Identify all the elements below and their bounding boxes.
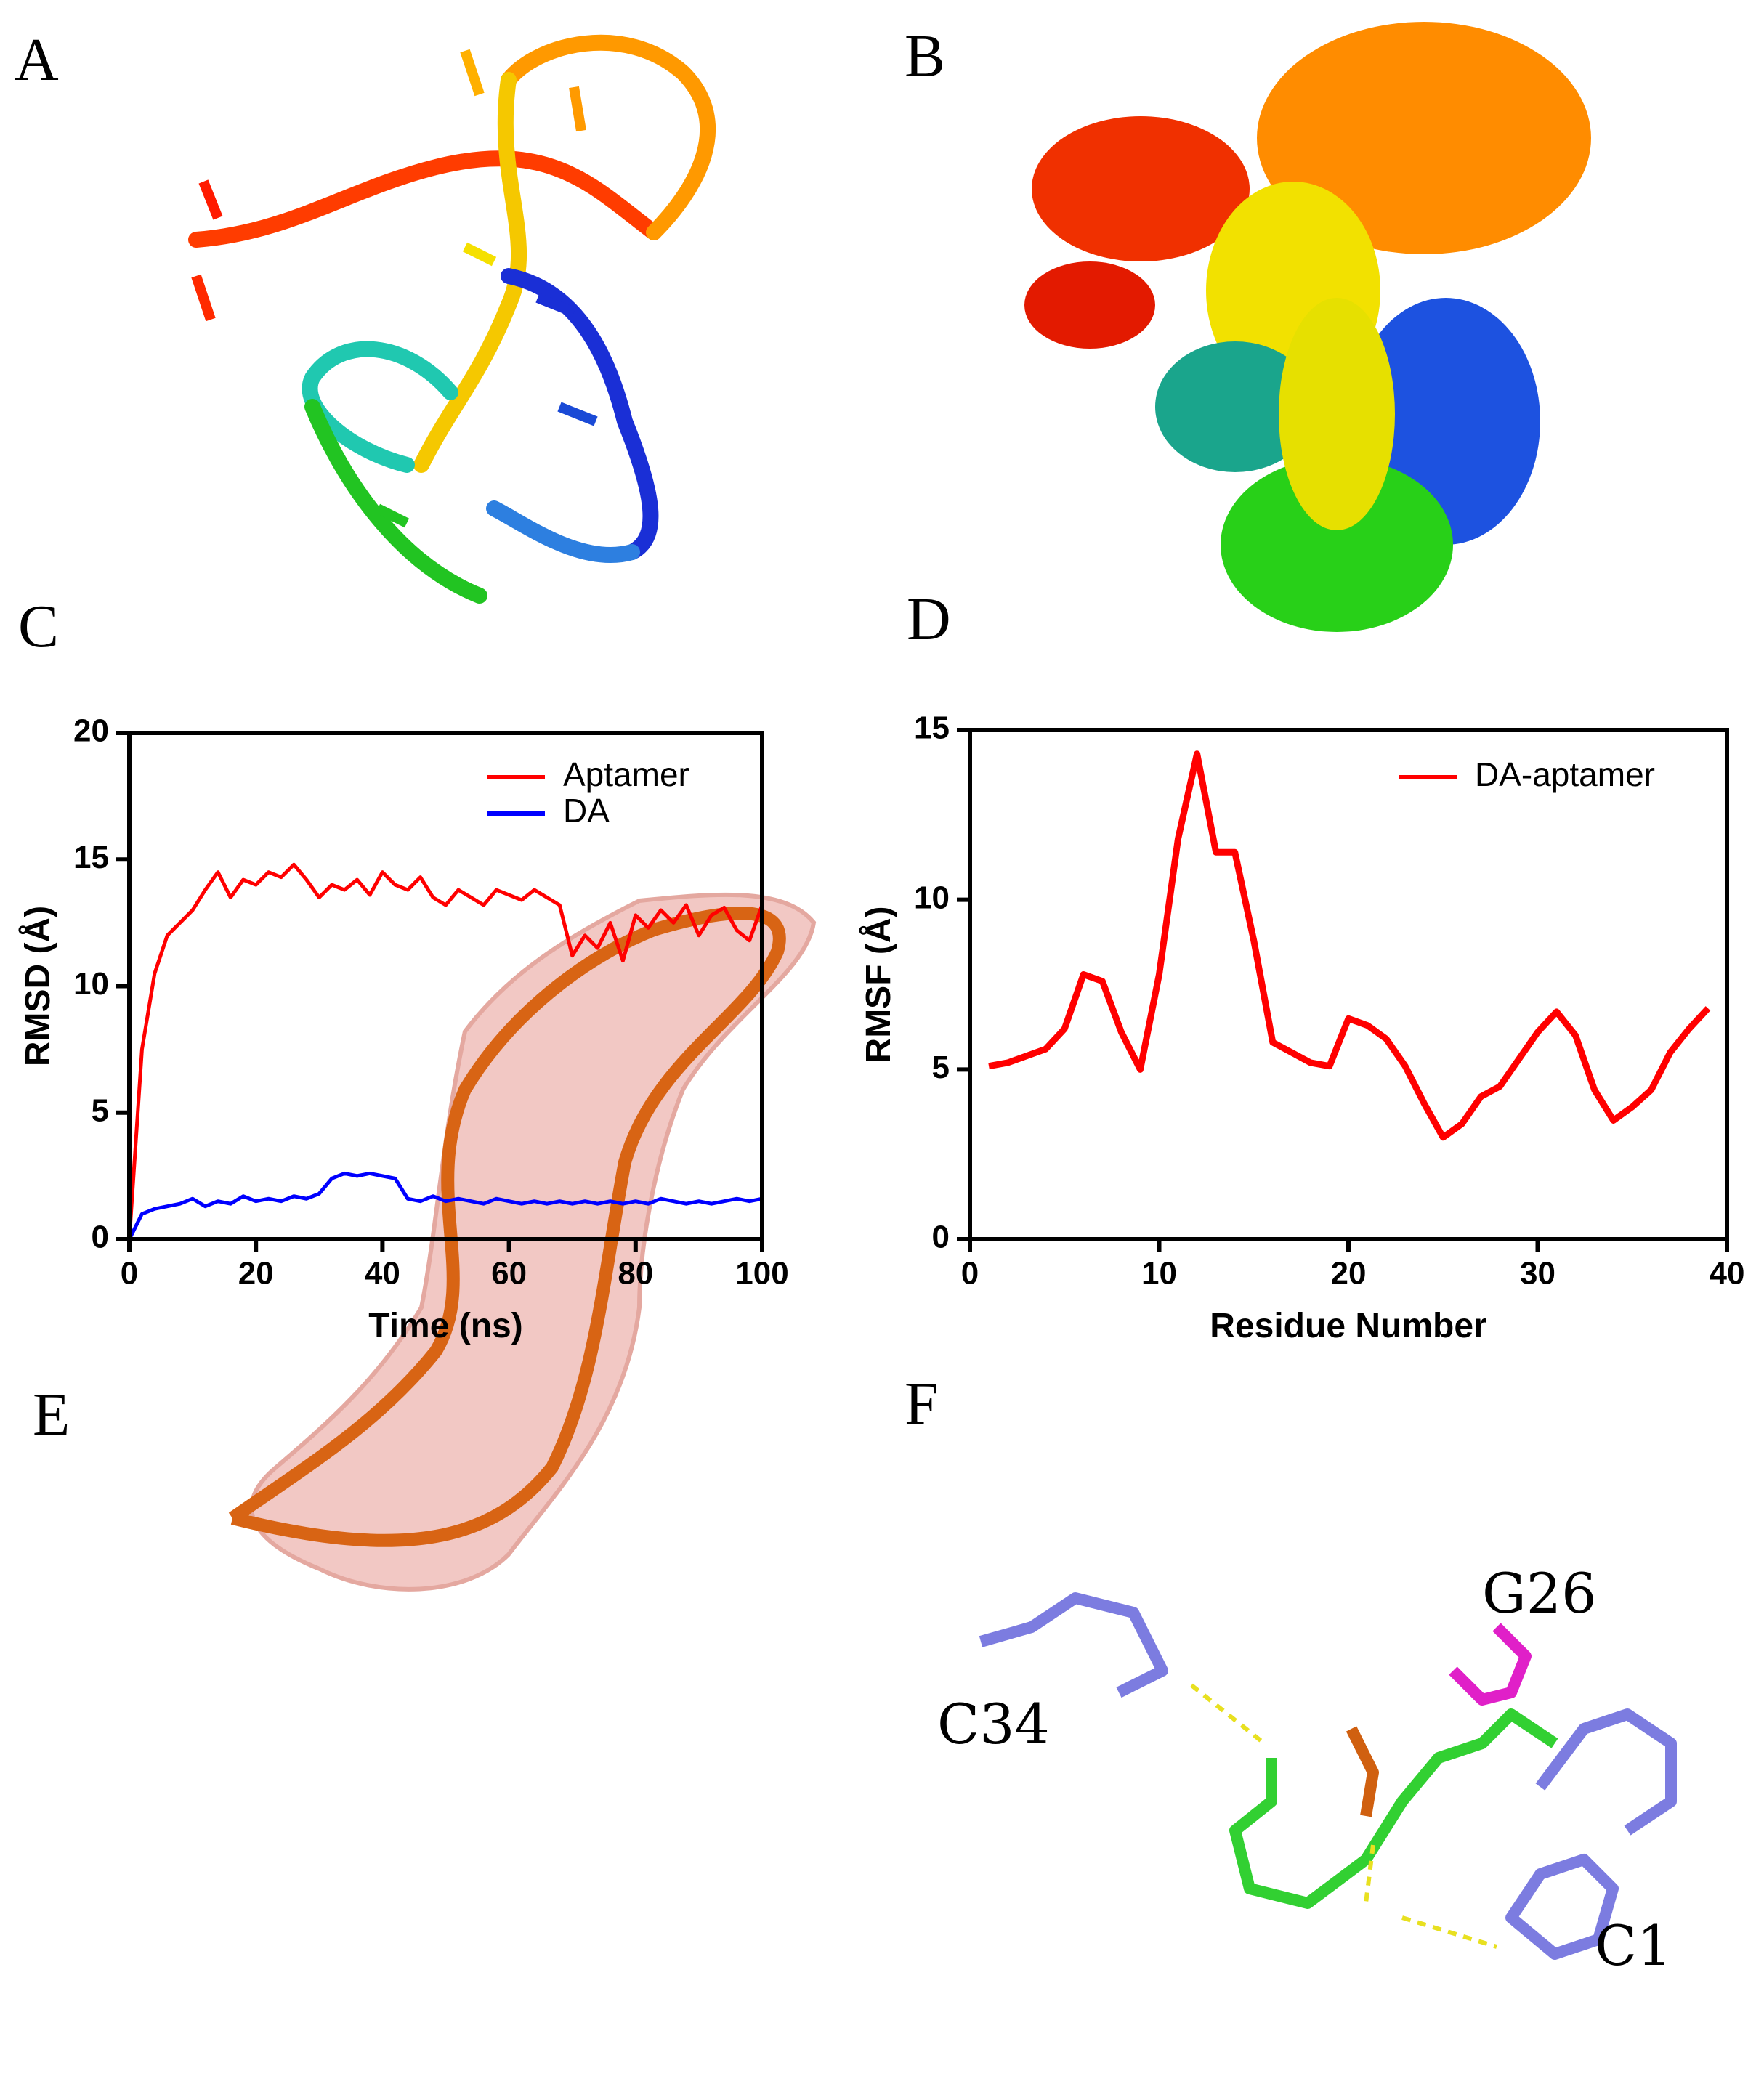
panel-label: A [15, 26, 59, 94]
data-line [988, 750, 1711, 1141]
y-tick-label: 0 [932, 1220, 950, 1255]
y-axis-label: RMSF (Å) [859, 907, 898, 1063]
x-tick-label: 80 [618, 1256, 653, 1292]
panel-label: C [18, 593, 59, 660]
y-tick-label: 20 [73, 713, 109, 749]
x-tick-label: 60 [491, 1256, 527, 1292]
x-tick-label: 0 [961, 1256, 979, 1292]
y-axis-label: RMSD (Å) [18, 906, 57, 1066]
y-tick-label: 5 [92, 1092, 109, 1128]
y-tick-label: 10 [73, 966, 109, 1002]
x-tick-label: 100 [735, 1256, 788, 1292]
y-tick-label: 10 [914, 880, 950, 915]
stick-model [979, 1592, 1677, 1960]
residue-label: C1 [1595, 1913, 1672, 1978]
ribbon-structure [188, 34, 716, 604]
data-line [127, 1171, 763, 1241]
data-line [127, 862, 764, 1240]
legend-label: DA-aptamer [1475, 755, 1655, 793]
y-tick-label: 0 [92, 1220, 109, 1255]
x-tick-label: 30 [1520, 1256, 1555, 1292]
legend-label: Aptamer [563, 755, 689, 793]
panel-label: B [905, 23, 945, 90]
x-tick-label: 40 [1710, 1256, 1745, 1292]
x-axis-label: Time (ns) [368, 1307, 522, 1345]
x-tick-label: 20 [1331, 1256, 1367, 1292]
residue-label: G26 [1482, 1561, 1596, 1626]
surface-structure [1024, 22, 1591, 632]
x-tick-label: 0 [121, 1256, 138, 1292]
y-tick-label: 15 [73, 840, 109, 875]
x-axis-label: Residue Number [1210, 1307, 1486, 1345]
panel-label: D [907, 585, 951, 653]
legend-label: DA [563, 792, 610, 830]
y-tick-label: 15 [914, 710, 950, 746]
y-tick-label: 5 [932, 1050, 950, 1085]
plot-frame [968, 728, 1729, 1241]
x-tick-label: 40 [365, 1256, 400, 1292]
panel-label: F [905, 1370, 939, 1438]
panel-label: E [33, 1381, 70, 1448]
residue-label: C34 [937, 1692, 1050, 1756]
x-tick-label: 20 [238, 1256, 274, 1292]
x-tick-label: 10 [1141, 1256, 1177, 1292]
electrostatic-surface [228, 892, 817, 1592]
base-sticks [191, 49, 598, 528]
